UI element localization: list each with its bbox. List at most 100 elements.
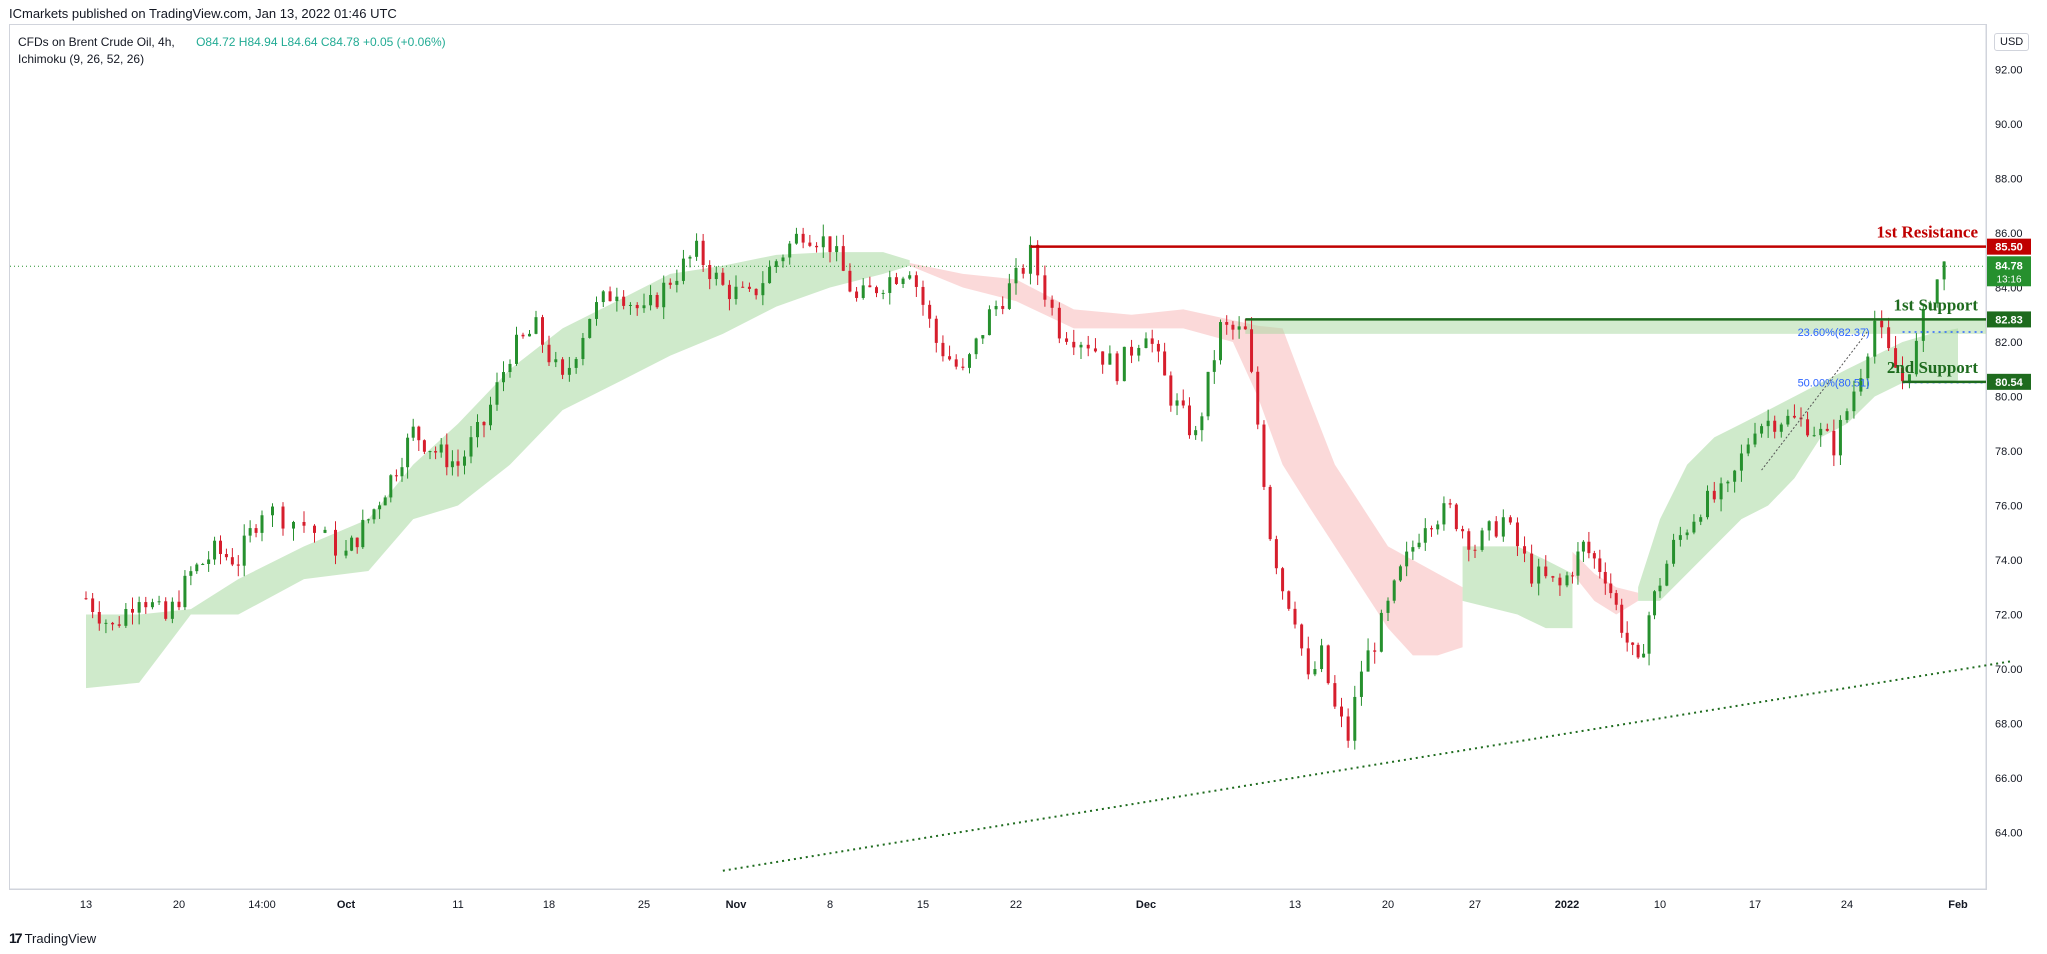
candle-body bbox=[1169, 375, 1173, 406]
candle-body bbox=[207, 559, 211, 564]
y-tick-label: 80.00 bbox=[1995, 392, 2023, 404]
candle-body bbox=[1603, 571, 1607, 584]
candle-body bbox=[615, 296, 619, 302]
x-tick-label: Oct bbox=[337, 899, 356, 911]
candle-body bbox=[1766, 420, 1770, 427]
candle-body bbox=[994, 306, 998, 310]
candle-body bbox=[1699, 517, 1703, 522]
x-tick-label: Feb bbox=[1948, 899, 1968, 911]
candle-body bbox=[608, 291, 612, 302]
candle-body bbox=[1430, 528, 1433, 530]
candle-body bbox=[1079, 344, 1083, 348]
candle-body bbox=[1108, 353, 1112, 365]
x-tick-label: 14:00 bbox=[248, 899, 276, 911]
x-tick-label: 13 bbox=[1289, 899, 1301, 911]
currency-button[interactable]: USD bbox=[1994, 33, 2030, 51]
candle-body bbox=[635, 304, 639, 309]
candle-body bbox=[681, 258, 685, 281]
candle-body bbox=[164, 601, 168, 619]
candle-body bbox=[554, 359, 558, 363]
candle-body bbox=[1057, 307, 1061, 339]
candle-body bbox=[111, 622, 115, 625]
candle-body bbox=[881, 292, 885, 294]
candle-body bbox=[1581, 541, 1585, 552]
candle-body bbox=[987, 309, 991, 336]
x-tick-label: 24 bbox=[1841, 899, 1853, 911]
x-tick-label: Dec bbox=[1136, 899, 1156, 911]
tradingview-brand: TradingView bbox=[24, 930, 97, 946]
candle-body bbox=[1530, 553, 1534, 584]
ohlc-open: O84.72 bbox=[196, 35, 236, 49]
candle-body bbox=[1658, 585, 1662, 592]
y-tick-label: 72.00 bbox=[1995, 610, 2023, 622]
y-tick-label: 66.00 bbox=[1995, 773, 2023, 785]
x-tick-label: 22 bbox=[1010, 899, 1022, 911]
y-tick-label: 78.00 bbox=[1995, 446, 2023, 458]
ichimoku-cloud-bullish bbox=[1462, 546, 1573, 629]
candle-body bbox=[1845, 411, 1849, 420]
candle-body bbox=[1212, 360, 1216, 372]
candle-body bbox=[302, 521, 306, 526]
candle-body bbox=[1028, 244, 1032, 274]
ichimoku-cloud-bullish bbox=[1638, 328, 1958, 601]
candle-body bbox=[482, 422, 486, 426]
candle-body bbox=[177, 601, 181, 608]
indicator-description[interactable]: Ichimoku (9, 26, 52, 26) bbox=[18, 52, 145, 66]
candle-body bbox=[350, 537, 354, 551]
candle-body bbox=[1625, 632, 1629, 643]
candle-body bbox=[422, 440, 426, 452]
candle-body bbox=[508, 363, 512, 373]
candle-body bbox=[1515, 522, 1519, 547]
candle-body bbox=[1237, 326, 1241, 330]
x-tick-label: 18 bbox=[543, 899, 555, 911]
candle-body bbox=[675, 280, 679, 285]
candle-body bbox=[1130, 346, 1134, 356]
candle-body bbox=[1373, 650, 1377, 652]
candle-body bbox=[201, 563, 205, 565]
candle-body bbox=[1726, 481, 1730, 484]
candle-body bbox=[521, 334, 525, 337]
candle-body bbox=[968, 354, 971, 368]
candle-body bbox=[1942, 261, 1946, 280]
candle-body bbox=[1436, 524, 1440, 530]
tradingview-logo-icon: 17 bbox=[9, 930, 23, 946]
candle-body bbox=[1678, 535, 1682, 540]
candle-body bbox=[888, 277, 892, 293]
candle-body bbox=[1620, 604, 1624, 633]
candle-body bbox=[219, 540, 222, 555]
candle-body bbox=[788, 243, 792, 258]
candle-body bbox=[1194, 430, 1198, 436]
candle-body bbox=[271, 506, 274, 516]
y-tick-label: 92.00 bbox=[1995, 65, 2023, 77]
candle-body bbox=[567, 367, 571, 375]
ohlc-close: C84.78 bbox=[320, 35, 360, 49]
candle-body bbox=[1036, 244, 1040, 276]
candle-body bbox=[1592, 553, 1596, 559]
current-price-label: 84.78 bbox=[1995, 260, 2023, 272]
candle-body bbox=[439, 444, 443, 453]
candle-body bbox=[1050, 299, 1054, 308]
candle-body bbox=[469, 437, 473, 457]
candle-body bbox=[1340, 706, 1343, 717]
candle-body bbox=[1838, 419, 1842, 456]
candle-body bbox=[981, 335, 985, 339]
ichimoku-cloud-bullish bbox=[86, 252, 910, 689]
candle-body bbox=[642, 305, 646, 309]
candle-body bbox=[801, 233, 805, 243]
candle-body bbox=[1852, 391, 1856, 412]
candle-body bbox=[841, 246, 845, 271]
x-tick-label: 8 bbox=[827, 899, 833, 911]
candle-body bbox=[1274, 539, 1278, 569]
candle-body bbox=[1101, 351, 1105, 365]
tradingview-logo[interactable]: 17 TradingView bbox=[9, 930, 96, 946]
y-tick-label: 86.00 bbox=[1995, 228, 2023, 240]
candle-body bbox=[1537, 566, 1541, 584]
support-zone bbox=[1245, 319, 1986, 334]
candle-body bbox=[1093, 348, 1097, 352]
candle-body bbox=[534, 317, 538, 334]
candle-body bbox=[1250, 329, 1254, 372]
candle-body bbox=[1806, 419, 1810, 436]
candle-body bbox=[1473, 549, 1477, 551]
candle-body bbox=[1187, 405, 1191, 436]
